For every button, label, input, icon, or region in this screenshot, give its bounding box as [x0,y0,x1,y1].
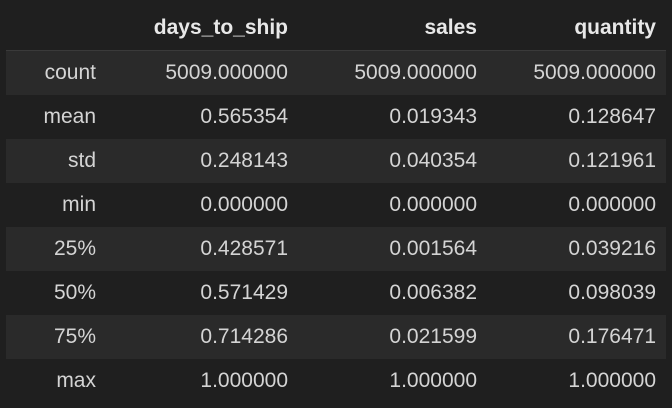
column-header-sales: sales [298,5,487,51]
describe-table: days_to_ship sales quantity count 5009.0… [6,5,666,403]
table-cell: 0.714286 [106,315,298,359]
table-cell: 0.248143 [106,139,298,183]
table-row: 25% 0.428571 0.001564 0.039216 [6,227,666,271]
table-row: count 5009.000000 5009.000000 5009.00000… [6,50,666,95]
table-cell: 5009.000000 [487,50,666,95]
table-cell: 0.000000 [106,183,298,227]
row-label: 50% [6,271,106,315]
table-cell: 5009.000000 [106,50,298,95]
table-cell: 5009.000000 [298,50,487,95]
row-label: 75% [6,315,106,359]
table-cell: 0.571429 [106,271,298,315]
table-cell: 0.039216 [487,227,666,271]
header-row: days_to_ship sales quantity [6,5,666,51]
row-label: std [6,139,106,183]
index-header [6,5,106,51]
column-header-days-to-ship: days_to_ship [106,5,298,51]
table-cell: 0.121961 [487,139,666,183]
row-label: 25% [6,227,106,271]
table-cell: 0.019343 [298,95,487,139]
table-row: 75% 0.714286 0.021599 0.176471 [6,315,666,359]
table-row: mean 0.565354 0.019343 0.128647 [6,95,666,139]
table-body: count 5009.000000 5009.000000 5009.00000… [6,50,666,403]
table-cell: 0.040354 [298,139,487,183]
row-label: max [6,359,106,403]
table-row: std 0.248143 0.040354 0.121961 [6,139,666,183]
table-cell: 0.006382 [298,271,487,315]
row-label: count [6,50,106,95]
table-cell: 0.128647 [487,95,666,139]
table-cell: 0.176471 [487,315,666,359]
table-cell: 0.565354 [106,95,298,139]
table-row: min 0.000000 0.000000 0.000000 [6,183,666,227]
table-cell: 1.000000 [298,359,487,403]
row-label: mean [6,95,106,139]
table-header: days_to_ship sales quantity [6,5,666,51]
table-cell: 0.021599 [298,315,487,359]
table-cell: 0.428571 [106,227,298,271]
row-label: min [6,183,106,227]
table-cell: 0.000000 [487,183,666,227]
table-row: 50% 0.571429 0.006382 0.098039 [6,271,666,315]
table-cell: 0.098039 [487,271,666,315]
table-cell: 0.000000 [298,183,487,227]
table-cell: 1.000000 [487,359,666,403]
table-cell: 0.001564 [298,227,487,271]
table-cell: 1.000000 [106,359,298,403]
column-header-quantity: quantity [487,5,666,51]
table-row: max 1.000000 1.000000 1.000000 [6,359,666,403]
